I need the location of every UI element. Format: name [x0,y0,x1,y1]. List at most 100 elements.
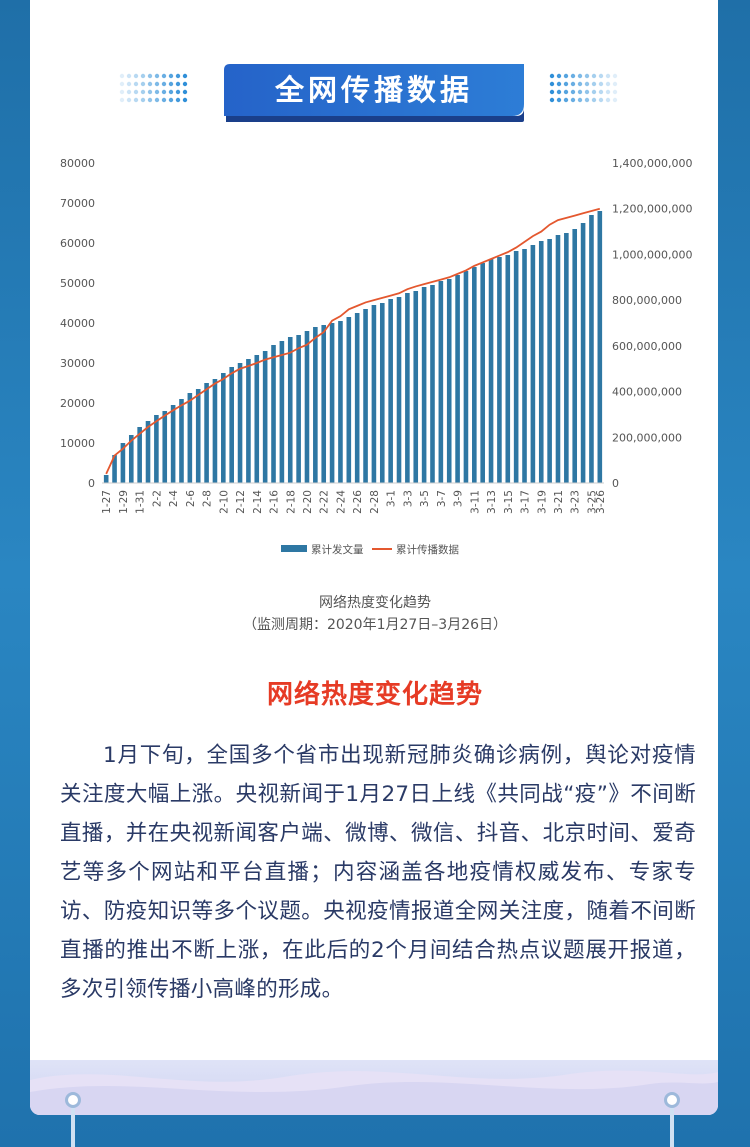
decor-dot [182,73,188,79]
x-tick-label: 3-21 [553,490,565,514]
decor-dot [598,73,604,79]
decor-dot [598,81,604,87]
decor-dot [577,97,583,103]
decor-dot [598,97,604,103]
bar [246,359,251,483]
x-tick-label: 2-22 [319,490,331,514]
right-tick-label: 1,200,000,000 [612,203,692,216]
left-tick-label: 40000 [60,317,95,330]
x-tick-label: 3-1 [386,490,398,507]
decor-dot [119,81,125,87]
decor-dot [182,97,188,103]
decor-dot [556,81,562,87]
left-axis-ticks: 0 10000 20000 30000 40000 50000 60000 70000 8000… [60,157,95,490]
bar [405,293,410,483]
decor-dot [577,81,583,87]
bar [589,215,594,483]
left-pin-stem [71,1104,75,1147]
decor-dot [605,73,611,79]
bar [221,373,226,483]
bar [580,223,586,483]
decor-dot [563,81,569,87]
decor-dot [133,97,139,103]
bar [128,435,134,483]
bar [279,341,285,483]
x-tick-label: 3-26 [595,490,607,514]
legend-bar-label: 累计发文量 [311,543,364,556]
decor-dot [175,81,181,87]
decor-dot [591,81,597,87]
bar [329,323,335,483]
x-tick-label: 2-4 [168,490,180,507]
bar [313,327,318,483]
bottom-wave-decoration [30,1060,718,1115]
right-pin [664,1092,680,1108]
decor-dot [147,97,153,103]
decor-dot [549,97,555,103]
decor-dot [133,73,139,79]
bar [530,245,536,483]
x-tick-label: 2-24 [335,490,347,514]
x-tick-label: 3-7 [436,490,448,507]
decor-dot [605,81,611,87]
decor-dot [161,89,167,95]
decor-dot [168,81,174,87]
section-banner: 全网传播数据 [224,64,524,122]
decor-dot [119,73,125,79]
bar [112,455,117,483]
x-tick-label: 2-12 [235,490,247,514]
decor-dot [591,97,597,103]
bar [472,267,477,483]
x-tick-label: 1-29 [118,490,130,514]
bar [505,255,511,483]
decor-dot [563,73,569,79]
x-tick-label: 2-6 [185,490,197,507]
decor-dot [140,81,146,87]
decor-dot [570,89,576,95]
bar [254,355,260,483]
bar [195,389,201,483]
bar-series [103,211,603,483]
bar [597,211,603,483]
bar [421,287,427,483]
x-tick-label: 1-27 [101,490,113,514]
bar [338,321,343,483]
decor-dot [133,89,139,95]
decor-dot [154,89,160,95]
bar [522,249,527,483]
decor-dot [612,73,618,79]
decor-dot [154,97,160,103]
propagation-chart: 0 10000 20000 30000 40000 50000 60000 70000 8000… [60,157,692,556]
decor-dot [126,97,132,103]
decor-dot [175,97,181,103]
left-tick-label: 50000 [60,277,95,290]
line-path [105,207,601,475]
bar [455,275,460,483]
bar [538,241,544,483]
decor-dot [154,73,160,79]
x-tick-label: 2-26 [352,490,364,514]
decor-dot [556,89,562,95]
decor-dot [147,81,153,87]
bar [555,235,561,483]
decor-dot [161,97,167,103]
right-tick-label: 0 [612,477,619,490]
decor-dot [126,81,132,87]
decor-dot [182,89,188,95]
bar [379,303,385,483]
right-dots-decoration [549,73,618,103]
body-paragraph: 1月下旬，全国多个省市出现新冠肺炎确诊病例，舆论对疫情关注度大幅上涨。央视新闻于… [60,743,696,1002]
x-tick-label: 2-28 [369,490,381,514]
x-tick-label: 2-8 [202,490,214,507]
bar [237,363,243,483]
bar [287,337,293,483]
left-tick-label: 20000 [60,397,95,410]
x-tick-label: 1-31 [135,490,147,514]
content-card [30,0,718,1070]
right-tick-label: 600,000,000 [612,340,682,353]
x-tick-label: 3-5 [419,490,431,507]
decor-dot [598,89,604,95]
bar [388,299,393,483]
bar [446,279,452,483]
decor-dot [119,89,125,95]
